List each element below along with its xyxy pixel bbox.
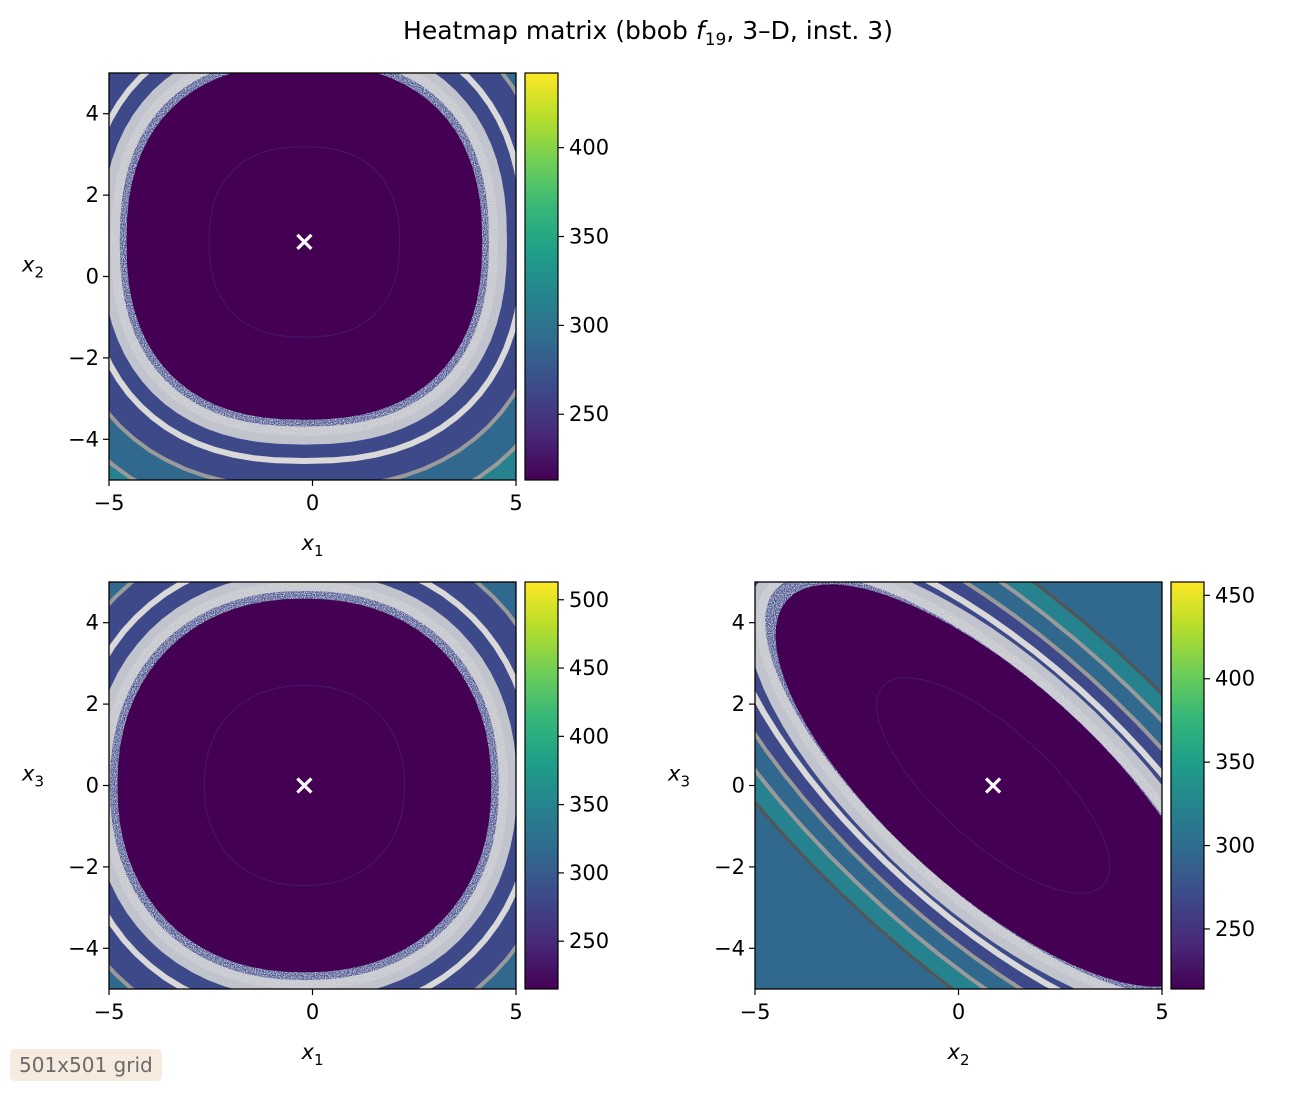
colorbar-tick-label: 450	[1215, 583, 1255, 607]
y-tick-label: 2	[86, 692, 99, 716]
colorbar: 250 300 350 400	[524, 72, 609, 481]
colorbar-tick-label: 400	[569, 136, 609, 160]
colorbar-tick-label: 350	[569, 793, 609, 817]
x-tick-label: −5	[94, 491, 125, 515]
y-tick-label: −4	[714, 936, 745, 960]
x-axis-label: x1	[301, 531, 324, 560]
x-axis-label: x1	[301, 1040, 324, 1069]
colorbar-tick-label: 350	[569, 225, 609, 249]
y-tick-label: 0	[86, 774, 99, 798]
heatmap-panel-2: −5 0 5 −4 −2 0 2 4 x1 x3 250 300 350 400 450 500	[21, 581, 609, 1069]
heatmap-panel-1: −5 0 5 −4 −2 0 2 4 x1 x2 250 300 350 400	[21, 72, 609, 560]
y-axis-label: x3	[21, 762, 44, 791]
colorbar-tick-label: 350	[1215, 750, 1255, 774]
x-tick-label: 5	[509, 491, 522, 515]
y-axis-label: x3	[667, 762, 690, 791]
heatmap-surface	[109, 73, 516, 480]
colorbar-tick-label: 250	[569, 929, 609, 953]
heatmap-surface	[109, 582, 516, 989]
x-tick-label: −5	[740, 1000, 771, 1024]
y-tick-label: −4	[68, 427, 99, 451]
optimum-marker	[296, 233, 313, 251]
y-tick-label: 2	[86, 183, 99, 207]
heatmap-surface	[755, 582, 1162, 989]
colorbar: 250 300 350 400 450 500	[524, 581, 609, 990]
x-tick-label: 5	[509, 1000, 522, 1024]
y-tick-label: −2	[68, 855, 99, 879]
y-tick-label: 4	[732, 611, 745, 635]
y-tick-label: 2	[732, 692, 745, 716]
x-tick-label: 0	[306, 1000, 319, 1024]
y-tick-label: 0	[86, 265, 99, 289]
colorbar: 250 300 350 400 450	[1170, 581, 1255, 990]
colorbar-gradient	[524, 72, 559, 481]
y-tick-label: −2	[714, 855, 745, 879]
figure-title: Heatmap matrix (bbob f19, 3–D, inst. 3)	[403, 16, 893, 50]
colorbar-tick-label: 300	[569, 861, 609, 885]
colorbar-tick-label: 250	[569, 402, 609, 426]
colorbar-tick-label: 300	[1215, 834, 1255, 858]
y-tick-label: 4	[86, 611, 99, 635]
x-tick-label: −5	[94, 1000, 125, 1024]
y-tick-label: −2	[68, 346, 99, 370]
y-tick-label: 0	[732, 774, 745, 798]
x-tick-label: 5	[1155, 1000, 1168, 1024]
optimum-marker	[296, 777, 313, 794]
colorbar-tick-label: 400	[1215, 667, 1255, 691]
grid-size-badge: 501x501 grid	[10, 1049, 162, 1081]
optimum-marker	[984, 777, 1002, 794]
x-tick-label: 0	[952, 1000, 965, 1024]
colorbar-tick-label: 400	[569, 724, 609, 748]
heatmap-panel-3: −5 0 5 −4 −2 0 2 4 x2 x3 250 300 350 400 450	[667, 581, 1255, 1069]
colorbar-tick-label: 500	[569, 588, 609, 612]
x-tick-label: 0	[306, 491, 319, 515]
x-axis-label: x2	[947, 1040, 970, 1069]
y-tick-label: −4	[68, 936, 99, 960]
colorbar-gradient	[524, 581, 559, 990]
colorbar-gradient	[1170, 581, 1205, 990]
y-axis-label: x2	[21, 253, 44, 282]
colorbar-tick-label: 300	[569, 313, 609, 337]
y-tick-label: 4	[86, 102, 99, 126]
colorbar-tick-label: 250	[1215, 917, 1255, 941]
colorbar-tick-label: 450	[569, 656, 609, 680]
